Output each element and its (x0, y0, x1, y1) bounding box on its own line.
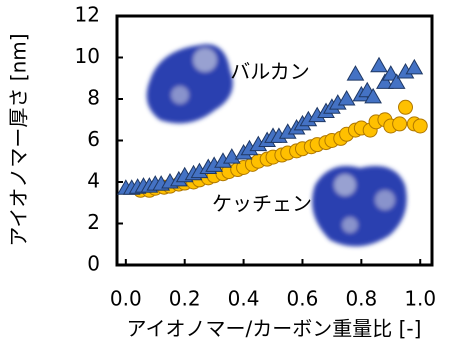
x-tick-label: 0.2 (169, 287, 201, 311)
x-tick-label: 0.6 (287, 287, 319, 311)
y-tick-label: 8 (87, 86, 100, 110)
data-point (399, 100, 413, 114)
y-tick-label: 0 (87, 252, 100, 276)
molecule-image (312, 166, 407, 246)
data-point (371, 58, 387, 72)
chart: バルカン ケッチェン アイオノマー/カーボン重量比 [-] アイオノマー厚さ [… (0, 0, 451, 345)
y-tick-label: 10 (75, 44, 100, 68)
y-tick-label: 2 (87, 210, 100, 234)
data-point (339, 91, 355, 105)
data-point (413, 119, 427, 133)
data-point (347, 66, 363, 80)
series-annotation: バルカン (230, 60, 309, 84)
x-tick-label: 1.0 (404, 287, 436, 311)
series-annotation: ケッチェン (212, 192, 312, 216)
x-tick-label: 0.4 (228, 287, 260, 311)
y-tick-label: 6 (87, 127, 100, 151)
x-axis-label: アイオノマー/カーボン重量比 [-] (127, 317, 422, 341)
data-point (393, 117, 407, 131)
molecule-image (147, 44, 233, 123)
y-tick-label: 4 (87, 169, 100, 193)
y-tick-label: 12 (75, 3, 100, 27)
x-tick-label: 0.0 (110, 287, 142, 311)
x-tick-label: 0.8 (345, 287, 377, 311)
data-point (406, 60, 422, 74)
y-axis-label: アイオノマー厚さ [nm] (7, 33, 31, 246)
